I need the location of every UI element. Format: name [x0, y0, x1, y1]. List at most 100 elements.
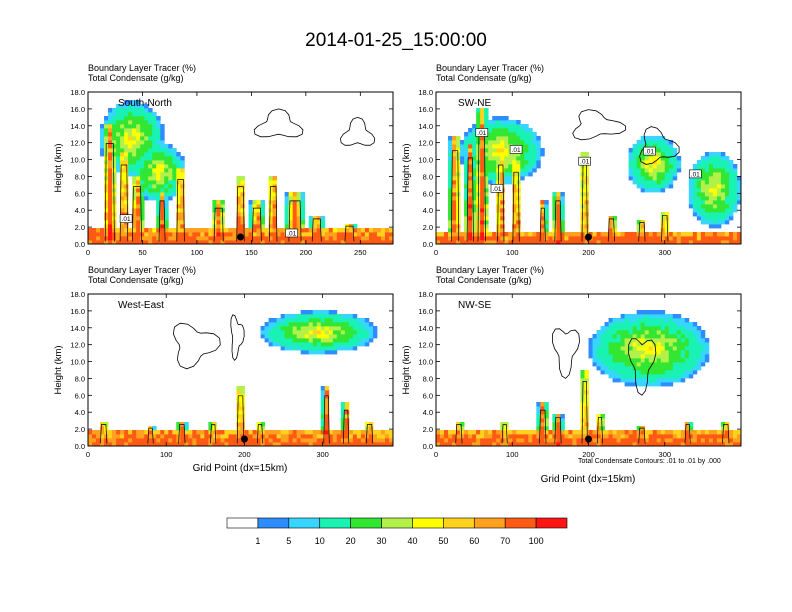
tracer-cell: [720, 184, 726, 189]
tracer-cell: [468, 136, 473, 141]
tracer-cell: [660, 220, 666, 225]
tracer-cell: [308, 216, 314, 221]
tracer-cell: [628, 362, 634, 367]
tracer-cell: [264, 240, 269, 245]
tracer-cell: [656, 144, 662, 149]
tracer-cell: [296, 208, 302, 213]
tracer-cell: [628, 236, 634, 241]
tracer-cell: [548, 434, 553, 439]
tracer-cell: [140, 442, 145, 447]
tracer-cell: [624, 378, 630, 383]
tracer-cell: [136, 220, 141, 225]
tracer-cell: [636, 374, 642, 379]
tracer-cell: [364, 228, 370, 233]
tracer-cell: [592, 334, 597, 339]
tracer-cell: [632, 160, 638, 165]
tracer-cell: [260, 224, 265, 229]
tracer-cell: [296, 216, 302, 221]
tracer-cell: [472, 232, 477, 237]
tracer-cell: [536, 422, 541, 427]
tracer-cell: [516, 140, 521, 145]
tracer-cell: [736, 434, 742, 439]
tracer-cell: [500, 196, 505, 201]
tracer-cell: [660, 430, 666, 435]
tracer-cell: [684, 342, 690, 347]
tracer-cell: [472, 184, 477, 189]
tracer-cell: [280, 326, 286, 331]
tracer-cell: [468, 228, 473, 233]
tracer-cell: [536, 410, 541, 415]
tracer-cell: [472, 208, 477, 213]
tracer-cell: [668, 240, 674, 245]
tracer-cell: [300, 338, 306, 343]
condensate-label: Total Condensate (g/kg): [436, 73, 532, 83]
tracer-cell: [468, 430, 473, 435]
tracer-cell: [620, 362, 626, 367]
tracer-cell: [112, 148, 117, 153]
tracer-cell: [500, 240, 505, 245]
tracer-cell: [508, 180, 513, 185]
tracer-cell: [488, 240, 493, 245]
tracer-cell: [648, 236, 654, 241]
tracer-cell: [680, 240, 686, 245]
tracer-cell: [636, 318, 642, 323]
tracer-cell: [88, 236, 93, 241]
tracer-cell: [280, 434, 286, 439]
tracer-cell: [196, 442, 201, 447]
tracer-cell: [440, 232, 445, 237]
tracer-cell: [484, 240, 489, 245]
tracer-cell: [252, 236, 257, 241]
tracer-cell: [336, 442, 342, 447]
tracer-cell: [280, 442, 286, 447]
tracer-cell: [308, 438, 314, 443]
tracer-cell: [312, 236, 318, 241]
tracer-cell: [152, 172, 157, 177]
condensate-contour: [551, 328, 581, 379]
tracer-cell: [640, 366, 646, 371]
tracer-cell: [656, 160, 662, 165]
tracer-cell: [728, 216, 734, 221]
tracer-cell: [328, 346, 334, 351]
tracer-cell: [492, 160, 497, 165]
tracer-cell: [364, 330, 370, 335]
tracer-cell: [436, 240, 441, 245]
tracer-cell: [616, 326, 621, 331]
tracer-cell: [272, 184, 278, 189]
tracer-cell: [240, 390, 245, 395]
tracer-cell: [108, 240, 113, 245]
tracer-cell: [136, 240, 141, 245]
tracer-cell: [132, 240, 137, 245]
tracer-cell: [368, 334, 374, 339]
tracer-cell: [256, 236, 261, 241]
tracer-cell: [560, 434, 565, 439]
tracer-cell: [544, 224, 549, 229]
tracer-cell: [728, 196, 734, 201]
tracer-cell: [584, 228, 589, 233]
tracer-cell: [600, 354, 605, 359]
tracer-cell: [732, 184, 738, 189]
tracer-cell: [324, 236, 330, 241]
tracer-cell: [672, 374, 678, 379]
tracer-cell: [704, 236, 710, 241]
tracer-cell: [536, 160, 541, 165]
tracer-cell: [296, 232, 302, 237]
tracer-cell: [144, 136, 149, 141]
tracer-cell: [480, 240, 485, 245]
tracer-cell: [520, 124, 525, 129]
tracer-cell: [560, 422, 565, 427]
tracer-cell: [168, 148, 173, 153]
tracer-cell: [344, 236, 350, 241]
tracer-cell: [588, 338, 593, 343]
tracer-cell: [220, 200, 225, 205]
tracer-cell: [724, 438, 730, 443]
tracer-cell: [560, 414, 565, 419]
tracer-cell: [132, 104, 137, 109]
tracer-cell: [616, 374, 621, 379]
tracer-cell: [448, 172, 453, 177]
tracer-cell: [108, 152, 113, 157]
tracer-cell: [160, 184, 165, 189]
x-tick-label: 250: [354, 248, 367, 257]
tracer-cell: [624, 438, 630, 443]
tracer-cell: [464, 184, 469, 189]
tracer-cell: [680, 232, 686, 237]
